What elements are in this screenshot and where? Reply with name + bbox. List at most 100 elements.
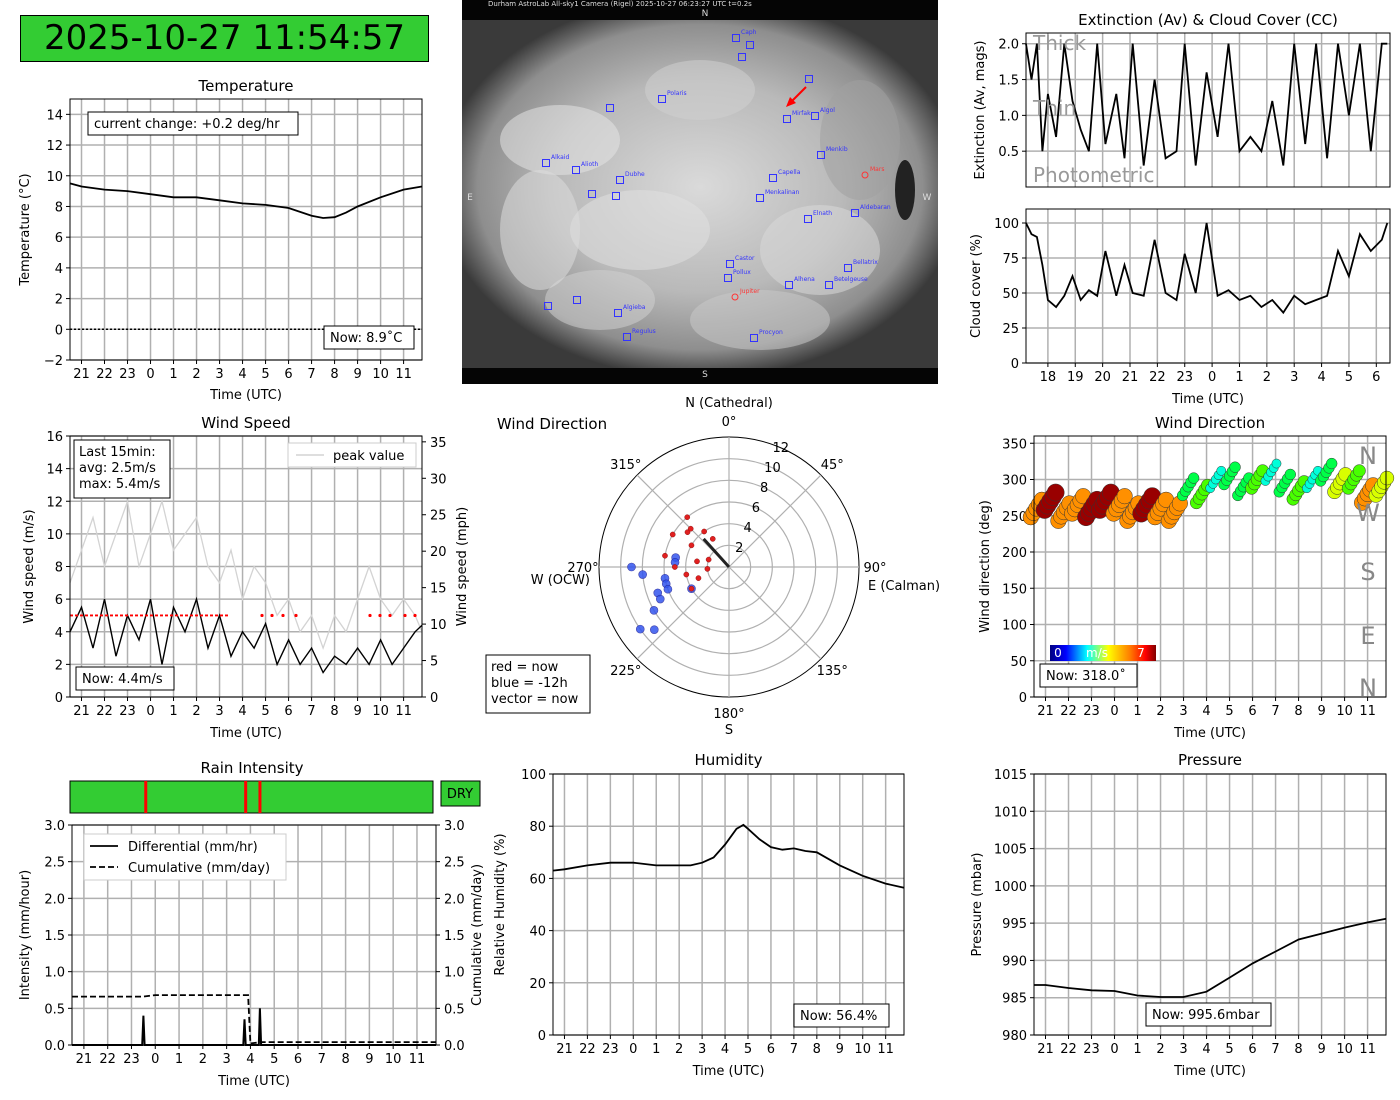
rain-xtick-label: 11	[409, 1052, 426, 1067]
rain-ytick-label: 0.0	[44, 1039, 65, 1054]
pres-xtick-label: 1	[1133, 1042, 1141, 1057]
polar-title: Wind Direction	[497, 415, 607, 433]
cloud-xtick-label: 6	[1372, 370, 1380, 385]
wdir-point	[1229, 461, 1241, 473]
wind-xtick-label: 2	[192, 704, 200, 719]
cloud-ylabel: Cloud cover (%)	[969, 234, 984, 338]
pres-xtick-label: 10	[1336, 1042, 1353, 1057]
polar-radial-label: 2	[735, 541, 743, 556]
pres-xlabel: Time (UTC)	[1173, 1064, 1246, 1079]
temp-series-line	[69, 182, 423, 219]
cloud-xtick-label: 0	[1208, 370, 1216, 385]
wind-ytick-label: 8	[55, 561, 63, 576]
wind-threshold-point	[368, 613, 372, 618]
allsky-marker	[616, 176, 624, 184]
rain-legend-label-differential: Differential (mm/hr)	[128, 840, 258, 855]
rain-xtick-label: 2	[199, 1052, 207, 1067]
ext-series-line	[1025, 42, 1388, 166]
rain-xlabel: Time (UTC)	[217, 1074, 290, 1089]
rain-xtick-label: 5	[270, 1052, 278, 1067]
rain-differential-line	[72, 1008, 436, 1046]
wdir-xtick-label: 5	[1225, 704, 1233, 719]
allsky-pointer-arrowhead	[786, 97, 796, 107]
polar-label-south: S	[725, 723, 733, 738]
polar-recent-point	[709, 536, 716, 542]
allsky-star-label: Pollux	[733, 269, 751, 276]
wdir-point	[1352, 464, 1366, 478]
polar-radial-label: 12	[772, 441, 789, 456]
cloud-ytick-label: 75	[1002, 252, 1019, 267]
wind-xtick-label: 22	[96, 704, 113, 719]
wdir-point	[1116, 488, 1133, 505]
pres-ytick-label: 980	[1002, 1029, 1027, 1044]
wind-speed-line	[69, 596, 423, 674]
rain-xtick-label: 6	[294, 1052, 302, 1067]
wdir-ylabel: Wind direction (deg)	[978, 500, 993, 633]
allsky-star-label: Menkib	[826, 146, 848, 153]
allsky-marker	[614, 309, 622, 317]
wind-xtick-label: 3	[215, 704, 223, 719]
wdir-ytick-label: 200	[1002, 546, 1027, 561]
allsky-star-label: Mars	[870, 166, 884, 173]
temp-xtick-label: 6	[284, 367, 292, 382]
wind-xlabel: Time (UTC)	[209, 726, 282, 741]
allsky-cloud-patch	[570, 190, 710, 270]
allsky-star-label: Menkalinan	[765, 189, 800, 196]
wdir-point	[1284, 468, 1296, 481]
allsky-marker	[783, 115, 791, 123]
rain-legend-label-cumulative: Cumulative (mm/day)	[128, 861, 270, 876]
ext-band-photometric: Photometric	[1033, 163, 1154, 187]
polar-old-point	[635, 624, 645, 634]
temp-ytick-label: 6	[55, 231, 63, 246]
temp-ytick-label: 12	[46, 139, 63, 154]
wind-legend-label: peak value	[333, 449, 404, 464]
allsky-marker	[851, 209, 859, 217]
allsky-star-label: Algieba	[623, 304, 646, 311]
rain-y2label: Cumulative (mm/day)	[470, 864, 485, 1006]
allsky-building-silhouette	[895, 160, 915, 220]
rain-xtick-label: 3	[222, 1052, 230, 1067]
ext-ytick-label: 0.5	[998, 145, 1019, 160]
rain-y2tick-label: 1.0	[444, 966, 465, 981]
polar-angle-label: 225°	[610, 664, 641, 679]
allsky-unlabelled-marker	[573, 296, 581, 304]
polar-legend-line: red = now	[491, 660, 559, 675]
pres-series-line	[1034, 917, 1387, 998]
allsky-cloud-patch	[500, 105, 620, 175]
wind-y2tick-label: 5	[430, 655, 438, 670]
temp-xlabel: Time (UTC)	[209, 388, 282, 403]
polar-spoke	[636, 566, 730, 660]
pres-xtick-label: 11	[1359, 1042, 1376, 1057]
hum-xtick-label: 22	[579, 1042, 596, 1057]
rain-y2tick-label: 1.5	[444, 929, 465, 944]
ext-ytick-label: 1.0	[998, 109, 1019, 124]
polar-recent-point	[705, 556, 712, 563]
cloud-xtick-label: 4	[1317, 370, 1325, 385]
polar-recent-point	[672, 564, 678, 570]
pres-ylabel: Pressure (mbar)	[970, 852, 985, 956]
hum-xtick-label: 1	[652, 1042, 660, 1057]
wdir-colorbar-max: 7	[1137, 646, 1145, 660]
wdir-xtick-label: 0	[1110, 704, 1118, 719]
wdir-point	[1216, 465, 1227, 476]
polar-legend-line: vector = now	[491, 692, 579, 707]
wdir-xtick-label: 21	[1037, 704, 1054, 719]
allsky-marker	[726, 260, 734, 268]
ext-ytick-label: 1.5	[998, 74, 1019, 89]
hum-xtick-label: 4	[721, 1042, 729, 1057]
allsky-unlabelled-marker	[612, 192, 620, 200]
wind-threshold-point	[378, 613, 382, 618]
pres-xtick-label: 22	[1060, 1042, 1077, 1057]
temp-xtick-label: 7	[307, 367, 315, 382]
wdir-xtick-label: 6	[1248, 704, 1256, 719]
allsky-marker	[825, 281, 833, 289]
wdir-compass-label: E	[1360, 622, 1375, 650]
allsky-marker	[572, 166, 580, 174]
rain-ytick-label: 1.0	[44, 966, 65, 981]
pres-now-label-box	[1145, 1002, 1272, 1027]
allsky-cloud-patch	[500, 170, 580, 290]
temp-ytick-label: 4	[55, 262, 63, 277]
allsky-marker	[756, 194, 764, 202]
polar-recent-point	[684, 514, 691, 521]
wind-y2tick-label: 20	[430, 545, 447, 560]
